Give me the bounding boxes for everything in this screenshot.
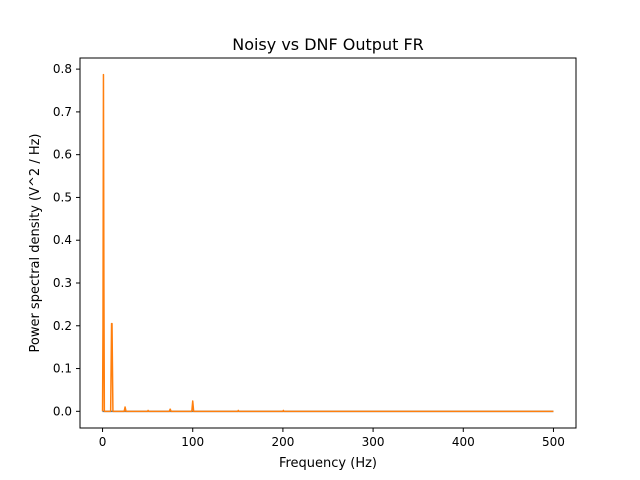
x-ticks: 0 100 200 300 400 500	[99, 428, 565, 449]
chart-title: Noisy vs DNF Output FR	[232, 35, 424, 54]
y-tick-label: 0.2	[53, 319, 72, 333]
y-ticks: 0.0 0.1 0.2 0.3 0.4 0.5 0.6 0.7 0.8	[53, 62, 80, 418]
x-tick-label: 300	[362, 435, 385, 449]
y-tick-label: 0.3	[53, 276, 72, 290]
series-layer	[101, 73, 554, 413]
x-tick-label: 200	[271, 435, 294, 449]
x-axis-label: Frequency (Hz)	[279, 456, 377, 471]
x-tick-label: 100	[181, 435, 204, 449]
plot-frame	[79, 57, 577, 429]
x-tick-label: 500	[542, 435, 565, 449]
y-tick-label: 0.4	[53, 233, 72, 247]
x-tick-label: 0	[99, 435, 107, 449]
y-tick-label: 0.6	[53, 148, 72, 162]
y-tick-label: 0.5	[53, 190, 72, 204]
y-tick-label: 0.0	[53, 404, 72, 418]
plot-area	[80, 58, 576, 428]
series-line-1	[101, 73, 554, 413]
x-tick-label: 400	[452, 435, 475, 449]
y-tick-label: 0.7	[53, 105, 72, 119]
y-tick-label: 0.1	[53, 362, 72, 376]
y-tick-label: 0.8	[53, 62, 72, 76]
y-axis-label: Power spectral density (V^2 / Hz)	[28, 133, 43, 352]
